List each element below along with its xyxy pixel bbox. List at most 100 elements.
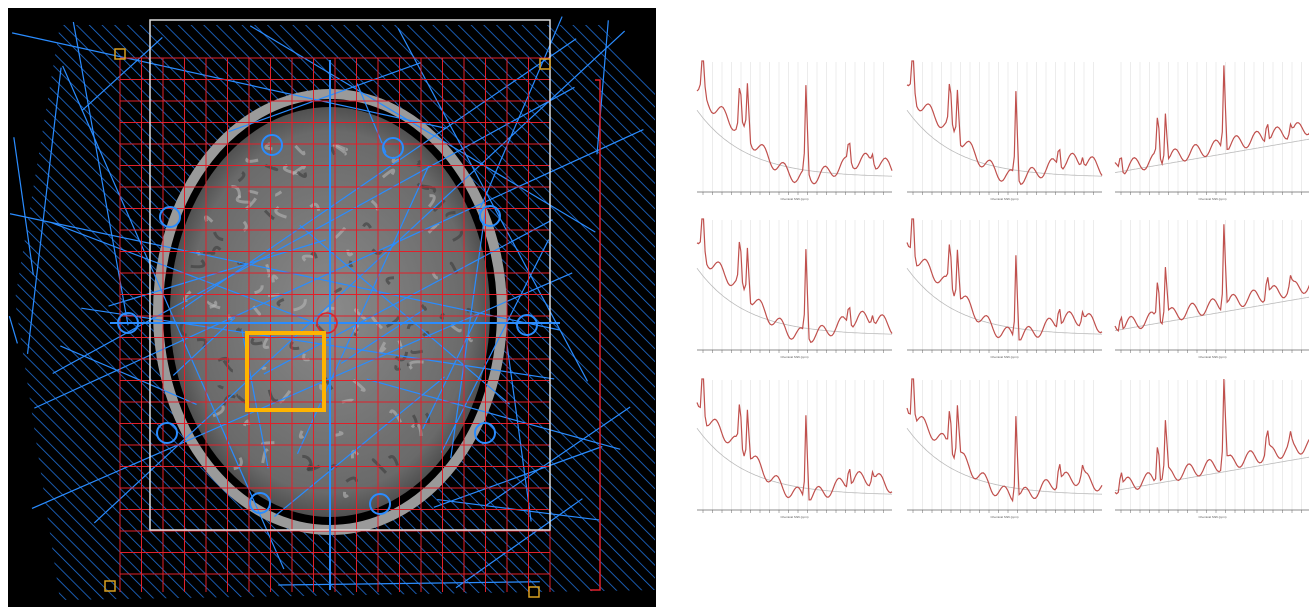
gyrus xyxy=(293,298,307,312)
spectra-grid: Chemical Shift (ppm) Chemical Shift (ppm)… xyxy=(696,60,1309,519)
spectrum-panel: Chemical Shift (ppm) xyxy=(696,218,893,359)
gyrus xyxy=(427,194,436,208)
gyrus xyxy=(294,144,306,156)
gyrus xyxy=(445,210,456,218)
plan-line xyxy=(8,316,18,344)
spectrum-x-label: Chemical Shift (ppm) xyxy=(1198,515,1226,519)
spectrum-baseline xyxy=(696,427,893,495)
plan-line xyxy=(455,498,583,589)
gyrus xyxy=(333,142,348,151)
gyrus xyxy=(379,341,387,353)
spectrum-x-label: Chemical Shift (ppm) xyxy=(780,197,808,201)
plan-line xyxy=(26,67,62,354)
plan-line xyxy=(60,345,197,405)
gyrus xyxy=(370,199,379,212)
corner-marker xyxy=(539,58,551,70)
gyrus xyxy=(385,276,395,286)
plan-line xyxy=(13,137,34,276)
gyrus xyxy=(279,389,292,404)
spectrum-x-label: Chemical Shift (ppm) xyxy=(1198,355,1226,359)
plan-line xyxy=(62,65,285,570)
gyrus xyxy=(250,337,263,346)
spectrum-fit xyxy=(906,378,1103,503)
plan-line xyxy=(422,312,480,430)
plan-line xyxy=(81,307,555,380)
plan-line xyxy=(274,376,445,517)
gyrus xyxy=(416,182,430,191)
spectrum-x-label: Chemical Shift (ppm) xyxy=(990,515,1018,519)
plan-line xyxy=(485,406,631,507)
gyrus xyxy=(179,322,187,337)
gyrus xyxy=(245,157,259,163)
spectrum-fit xyxy=(1114,224,1309,333)
gyrus xyxy=(203,250,216,255)
gyrus xyxy=(233,456,243,471)
plan-line xyxy=(249,25,596,233)
mri-image xyxy=(8,16,655,600)
plan-line xyxy=(34,128,644,409)
gyrus xyxy=(335,430,344,437)
spectrum-fit xyxy=(906,60,1103,186)
marker-circle xyxy=(474,422,496,444)
gyrus xyxy=(352,379,366,392)
gyrus xyxy=(271,274,279,283)
gyrus xyxy=(260,366,267,371)
spectrum-x-label: Chemical Shift (ppm) xyxy=(990,197,1018,201)
plan-line xyxy=(81,37,163,112)
corner-marker xyxy=(114,48,126,60)
gyrus xyxy=(309,202,321,211)
gyrus xyxy=(264,164,279,172)
gyrus xyxy=(370,315,384,330)
gyrus xyxy=(282,164,299,176)
gyrus xyxy=(235,194,251,204)
gyrus xyxy=(207,300,221,310)
spectrum-panel: Chemical Shift (ppm) xyxy=(696,378,893,519)
gyrus xyxy=(321,306,336,315)
plan-line xyxy=(93,30,626,524)
gyrus xyxy=(394,351,409,362)
gyrus xyxy=(302,454,313,467)
gyrus xyxy=(301,254,314,262)
gyrus xyxy=(381,168,396,179)
gyrus xyxy=(298,430,305,439)
gyrus xyxy=(213,231,224,242)
corner-marker xyxy=(528,586,540,598)
gyrus xyxy=(371,458,388,474)
spectrum-baseline xyxy=(1114,296,1309,331)
spectrum-baseline xyxy=(906,267,1103,335)
gyrus xyxy=(310,251,318,259)
gyrus xyxy=(387,455,399,466)
gyrus xyxy=(346,249,354,257)
spectrum-panel: Chemical Shift (ppm) xyxy=(1114,62,1309,201)
plan-line xyxy=(366,378,621,450)
gyrus xyxy=(237,171,246,183)
gyrus xyxy=(235,327,243,333)
spectrum-x-label: Chemical Shift (ppm) xyxy=(1198,197,1226,201)
spectrum-fit xyxy=(1114,65,1309,175)
plan-line xyxy=(478,16,563,212)
gyrus xyxy=(420,303,427,311)
plan-line xyxy=(228,62,422,133)
gyrus xyxy=(217,384,224,390)
spectrum-fit xyxy=(696,378,893,501)
gyrus xyxy=(190,259,206,269)
marker-circle xyxy=(261,134,283,156)
spectrum-fit xyxy=(696,218,893,344)
gyrus xyxy=(276,298,285,307)
slab-edge xyxy=(590,79,601,591)
corner-marker xyxy=(104,580,116,592)
plan-line xyxy=(596,20,609,155)
plan-line xyxy=(11,32,447,129)
spectrum-x-label: Chemical Shift (ppm) xyxy=(780,515,808,519)
gyrus xyxy=(348,260,354,268)
gyrus xyxy=(452,230,463,242)
gyrus xyxy=(450,323,462,333)
gyrus xyxy=(296,171,307,178)
spectrum-panel: Chemical Shift (ppm) xyxy=(906,60,1103,201)
gyrus xyxy=(329,146,336,156)
spectrum-x-label: Chemical Shift (ppm) xyxy=(990,355,1018,359)
gyrus xyxy=(252,305,261,316)
gyrus xyxy=(333,287,342,294)
